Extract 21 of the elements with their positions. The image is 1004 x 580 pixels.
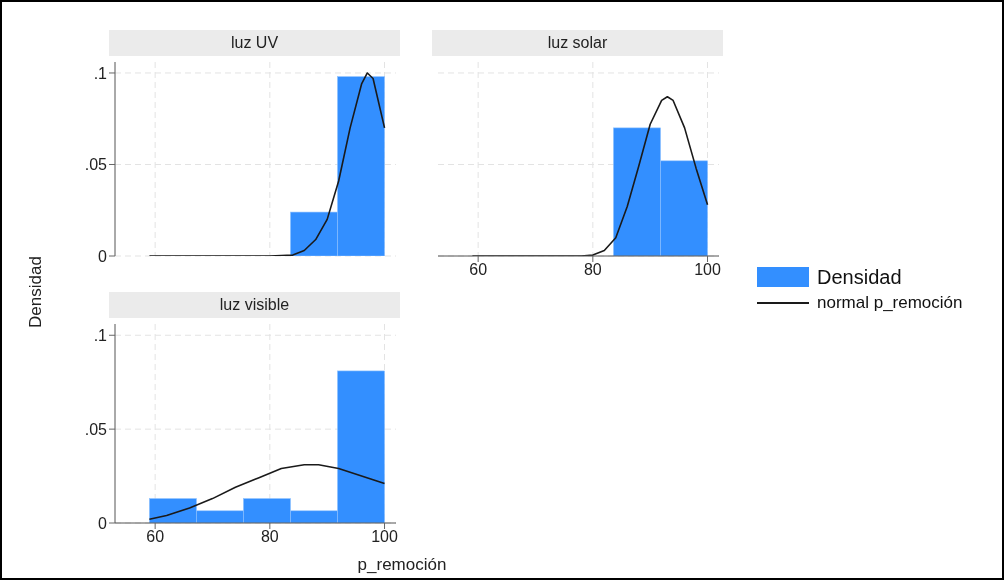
legend-label: Densidad [817,265,902,289]
chart-title: luz UV [109,30,400,56]
x-tick-label: 100 [371,528,398,546]
y-tick-label: .05 [84,156,108,174]
y-tick-label: .1 [93,326,108,344]
line-series [148,464,386,521]
x-tick-label: 60 [146,528,165,546]
chart-title: luz solar [432,30,723,56]
x-tick-label: 100 [694,261,721,279]
x-tick-label: 80 [260,528,279,546]
legend-label: normal p_remoción [817,293,963,313]
chart-title: luz visible [109,292,400,318]
y-tick-label: 0 [98,247,108,265]
x-tick-label: 80 [583,261,602,279]
line-series [148,72,386,256]
x-tick-label: 60 [469,261,488,279]
y-tick-label: .1 [93,64,108,82]
y-tick-label: 0 [98,514,108,532]
y-axis-title: Densidad [26,256,46,328]
y-tick-label: .05 [84,420,108,438]
x-axis-title: p_remoción [356,555,448,575]
